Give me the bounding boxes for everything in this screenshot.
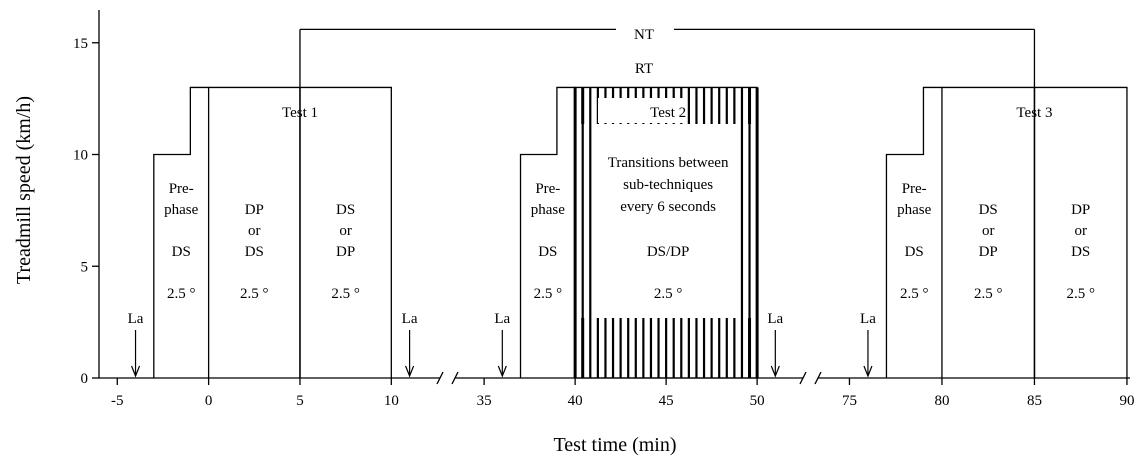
axis-break-mark	[814, 371, 822, 385]
part-label: 2.5 °	[331, 286, 360, 302]
prephase-label: phase	[164, 202, 198, 218]
prephase-step	[153, 86, 210, 378]
part-label: DS	[245, 244, 264, 260]
la-label: La	[402, 311, 418, 327]
x-tick-label: 35	[477, 393, 492, 409]
prephase-label: 2.5 °	[534, 286, 563, 302]
la-arrow-head	[497, 365, 507, 378]
test-title: Test 2	[650, 105, 686, 121]
transition-label: every 6 seconds	[620, 199, 716, 215]
rt-label: RT	[635, 61, 653, 77]
x-tick-label: 0	[205, 393, 213, 409]
y-tick-label: 10	[73, 148, 88, 164]
y-tick-label: 0	[81, 371, 89, 387]
part-label: DP	[245, 202, 264, 218]
y-tick-label: 5	[81, 259, 89, 275]
x-axis-title: Test time (min)	[553, 434, 676, 456]
transition-label: sub-techniques	[623, 177, 713, 193]
prephase-label: 2.5 °	[900, 286, 929, 302]
x-tick-label: 80	[934, 393, 949, 409]
part-label: 2.5 °	[974, 286, 1003, 302]
prephase-label: phase	[897, 202, 931, 218]
prephase-label: 2.5 °	[167, 286, 196, 302]
axis-break-mark	[451, 371, 459, 385]
la-label: La	[767, 311, 783, 327]
x-tick-label: 10	[384, 393, 399, 409]
nt-label: NT	[634, 27, 654, 43]
part-label: DP	[336, 244, 355, 260]
x-tick-label: 5	[296, 393, 304, 409]
x-tick-label: 40	[568, 393, 583, 409]
prephase-label: Pre-	[535, 181, 560, 197]
part-label: DP	[979, 244, 998, 260]
x-tick-label: 50	[750, 393, 765, 409]
la-arrow-head	[863, 365, 873, 378]
part-label: 2.5 °	[1066, 286, 1095, 302]
la-label: La	[494, 311, 510, 327]
prephase-label: phase	[531, 202, 565, 218]
la-label: La	[128, 311, 144, 327]
test-title: Test 1	[282, 105, 318, 121]
part-label: DS	[336, 202, 355, 218]
test-title: Test 3	[1016, 105, 1052, 121]
x-tick-label: 85	[1027, 393, 1042, 409]
transition-label: Transitions between	[608, 155, 729, 171]
la-arrow-head	[130, 365, 141, 378]
test2-label-bg	[598, 98, 686, 123]
prephase-step	[885, 86, 943, 378]
prephase-label: DS	[538, 244, 557, 260]
prephase-label: Pre-	[169, 181, 194, 197]
prephase-label: Pre-	[902, 181, 927, 197]
prephase-label: DS	[905, 244, 924, 260]
part-label: DS	[979, 202, 998, 218]
part-label: DP	[1071, 202, 1090, 218]
la-label: La	[860, 311, 876, 327]
test-block-outline	[208, 86, 392, 378]
part-label: or	[339, 223, 352, 239]
test-block-outline	[941, 86, 1128, 378]
y-axis-title: Treadmill speed (km/h)	[13, 96, 35, 284]
part-label: or	[1074, 223, 1087, 239]
axis-break-mark	[799, 371, 807, 385]
prephase-step	[519, 86, 576, 378]
x-tick-label: 90	[1119, 393, 1134, 409]
axis-break-mark	[436, 371, 444, 385]
x-tick-label: 75	[842, 393, 857, 409]
la-arrow-head	[405, 365, 415, 378]
transition-label: 2.5 °	[654, 286, 683, 302]
x-tick-label: 45	[659, 393, 674, 409]
y-tick-label: 15	[73, 36, 88, 52]
part-label: DS	[1071, 244, 1090, 260]
prephase-label: DS	[172, 244, 191, 260]
transition-label: DS/DP	[647, 244, 690, 260]
part-label: or	[982, 223, 995, 239]
x-tick-label: -5	[111, 393, 124, 409]
la-arrow-head	[770, 365, 780, 378]
part-label: 2.5 °	[240, 286, 269, 302]
part-label: or	[248, 223, 261, 239]
